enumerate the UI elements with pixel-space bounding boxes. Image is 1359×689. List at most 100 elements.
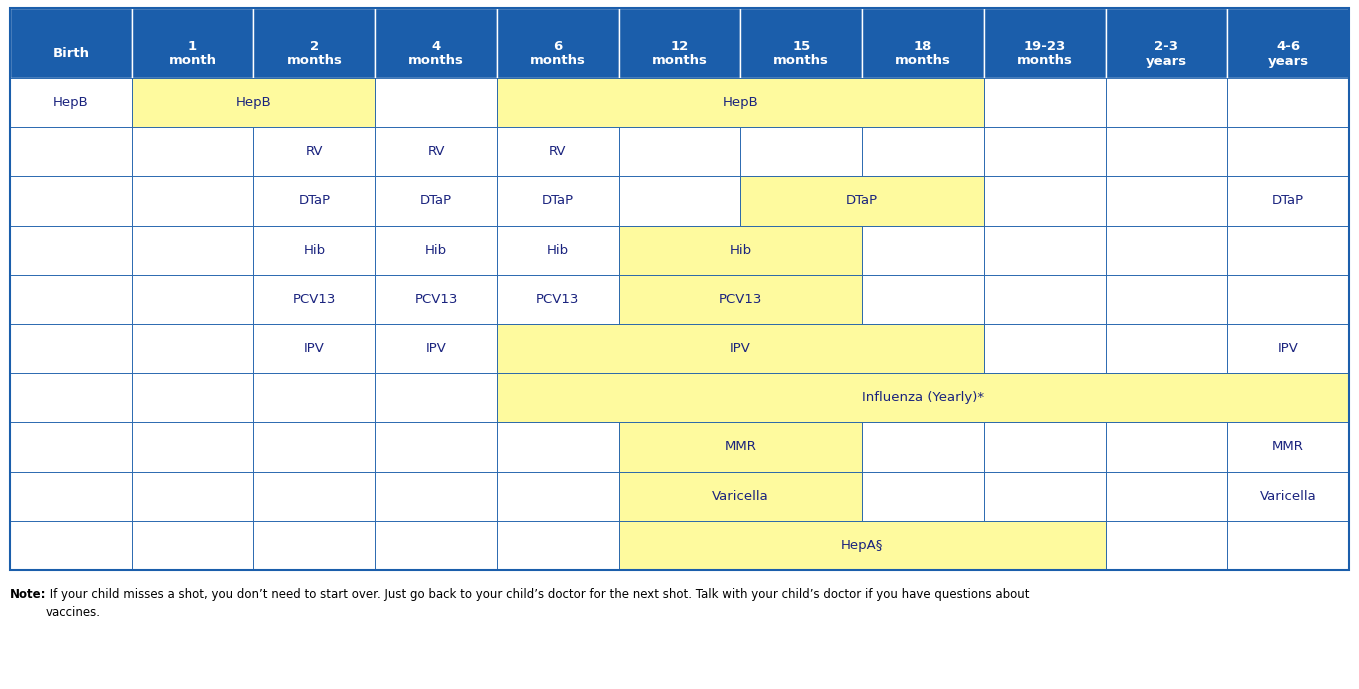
Bar xyxy=(497,373,618,422)
Bar xyxy=(1105,324,1227,373)
Text: RV: RV xyxy=(549,145,567,158)
Text: HepB: HepB xyxy=(723,96,758,109)
Bar xyxy=(618,275,741,324)
Bar xyxy=(497,324,984,373)
Bar xyxy=(375,8,497,78)
Bar xyxy=(497,176,618,225)
Bar xyxy=(862,8,984,78)
Bar xyxy=(254,275,375,324)
Bar xyxy=(984,471,1105,521)
Bar xyxy=(741,422,862,471)
Bar xyxy=(618,176,741,225)
Bar xyxy=(132,127,254,176)
Bar xyxy=(1105,225,1227,275)
Bar xyxy=(984,225,1105,275)
Bar xyxy=(132,78,254,127)
Bar xyxy=(375,324,497,373)
Bar xyxy=(1227,275,1349,324)
Bar xyxy=(741,78,862,127)
Text: IPV: IPV xyxy=(730,342,750,355)
Text: 1
month: 1 month xyxy=(169,39,216,68)
Bar xyxy=(862,471,984,521)
Bar xyxy=(618,422,862,471)
Bar xyxy=(1105,78,1227,127)
Bar xyxy=(1105,422,1227,471)
Text: PCV13: PCV13 xyxy=(719,293,762,306)
Text: DTaP: DTaP xyxy=(420,194,453,207)
Bar xyxy=(618,471,741,521)
Bar xyxy=(984,8,1105,78)
Bar xyxy=(132,176,254,225)
Bar xyxy=(375,225,497,275)
Bar xyxy=(497,373,1349,422)
Bar xyxy=(254,225,375,275)
Bar xyxy=(497,127,618,176)
Bar xyxy=(10,521,132,570)
Bar xyxy=(254,275,375,324)
Bar xyxy=(862,422,984,471)
Bar xyxy=(618,422,741,471)
Bar xyxy=(10,8,1349,570)
Bar xyxy=(254,324,375,373)
Text: RV: RV xyxy=(306,145,323,158)
Bar xyxy=(984,324,1105,373)
Text: IPV: IPV xyxy=(425,342,447,355)
Bar xyxy=(862,176,984,225)
Bar xyxy=(375,275,497,324)
Bar xyxy=(254,8,375,78)
Bar xyxy=(254,521,375,570)
Bar xyxy=(618,8,741,78)
Bar xyxy=(497,8,618,78)
Bar xyxy=(132,471,254,521)
Bar xyxy=(1227,521,1349,570)
Bar xyxy=(1227,127,1349,176)
Bar xyxy=(132,225,254,275)
Bar xyxy=(10,422,132,471)
Bar xyxy=(254,176,375,225)
Text: Birth: Birth xyxy=(53,47,90,60)
Bar xyxy=(862,373,984,422)
Bar xyxy=(497,176,618,225)
Bar xyxy=(1227,471,1349,521)
Bar xyxy=(132,373,254,422)
Text: 19-23
months: 19-23 months xyxy=(1017,39,1072,68)
Text: 2
months: 2 months xyxy=(287,39,342,68)
Bar xyxy=(862,324,984,373)
Text: 15
months: 15 months xyxy=(773,39,829,68)
Bar xyxy=(741,275,862,324)
Bar xyxy=(497,225,618,275)
Text: 4-6
years: 4-6 years xyxy=(1268,39,1309,68)
Text: DTaP: DTaP xyxy=(1272,194,1305,207)
Bar xyxy=(375,521,497,570)
Text: 18
months: 18 months xyxy=(896,39,951,68)
Bar xyxy=(497,521,618,570)
Bar xyxy=(618,521,1105,570)
Text: Hib: Hib xyxy=(730,244,752,257)
Bar xyxy=(375,275,497,324)
Bar xyxy=(10,324,132,373)
Bar xyxy=(10,373,132,422)
Bar xyxy=(375,176,497,225)
Bar xyxy=(1227,422,1349,471)
Bar xyxy=(10,78,132,127)
Bar xyxy=(1105,275,1227,324)
Text: Note:: Note: xyxy=(10,588,46,601)
Bar xyxy=(1227,225,1349,275)
Bar xyxy=(254,127,375,176)
Bar xyxy=(254,176,375,225)
Bar xyxy=(618,324,741,373)
Text: RV: RV xyxy=(427,145,444,158)
Bar xyxy=(254,471,375,521)
Bar xyxy=(1105,127,1227,176)
Bar xyxy=(1227,422,1349,471)
Text: Hib: Hib xyxy=(303,244,325,257)
Bar xyxy=(375,176,497,225)
Text: Influenza (Yearly)*: Influenza (Yearly)* xyxy=(862,391,984,404)
Text: IPV: IPV xyxy=(304,342,325,355)
Bar xyxy=(132,521,254,570)
Bar xyxy=(1227,324,1349,373)
Text: Varicella: Varicella xyxy=(1260,490,1317,503)
Text: 2-3
years: 2-3 years xyxy=(1146,39,1186,68)
Bar xyxy=(132,78,375,127)
Bar xyxy=(497,275,618,324)
